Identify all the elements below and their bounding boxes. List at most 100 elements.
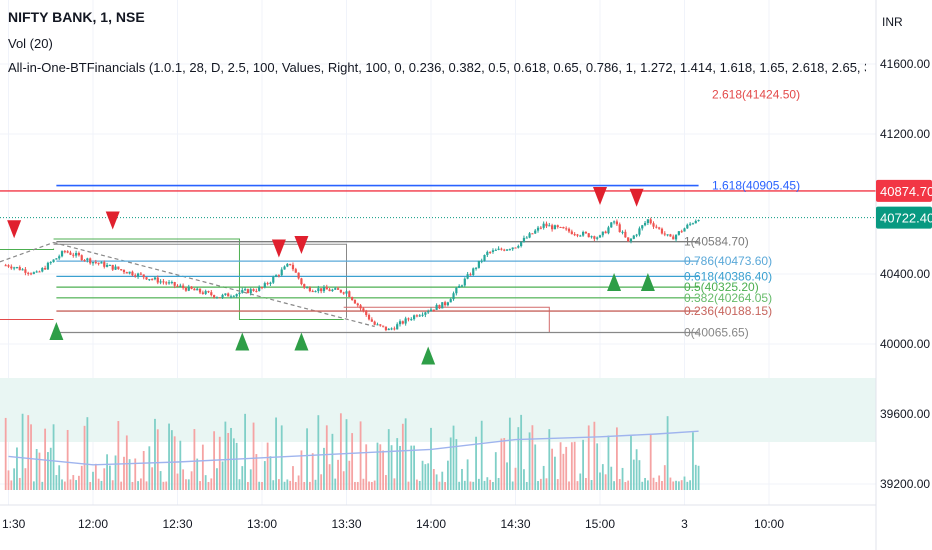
volume-bar xyxy=(570,442,573,490)
candle-body xyxy=(573,234,576,236)
buy-marker xyxy=(294,332,309,351)
time-tick-label: 10:00 xyxy=(754,517,784,531)
candle-body xyxy=(655,226,658,228)
candle-body xyxy=(641,225,644,229)
candle-body xyxy=(286,263,289,267)
candle-body xyxy=(694,220,697,224)
candle-body xyxy=(246,289,250,294)
candle-body xyxy=(277,275,280,277)
volume-bar xyxy=(432,469,435,490)
buy-marker xyxy=(235,332,250,351)
volume-bar xyxy=(306,428,308,490)
volume-bar xyxy=(123,456,125,490)
volume-bar xyxy=(27,415,30,490)
volume-bar xyxy=(100,480,103,490)
volume-bar xyxy=(573,441,576,490)
candle-body xyxy=(49,262,52,264)
candle-body xyxy=(382,325,385,327)
candle-body xyxy=(46,262,50,270)
volume-bar xyxy=(238,479,241,490)
volume-bar xyxy=(593,421,596,490)
candle-body xyxy=(404,318,407,324)
candle-body xyxy=(455,287,458,294)
candle-body xyxy=(424,312,427,315)
volume-bar xyxy=(351,433,354,490)
candle-body xyxy=(669,234,672,237)
volume-bar xyxy=(545,478,548,490)
volume-bar xyxy=(616,427,618,490)
candle-body xyxy=(153,277,157,280)
volume-bar xyxy=(75,480,77,490)
time-tick-label: 1:30 xyxy=(2,517,26,531)
volume-bar xyxy=(393,478,396,490)
candle-body xyxy=(72,254,75,256)
candle-body xyxy=(27,272,30,274)
volume-bar xyxy=(528,432,531,490)
candle-body xyxy=(300,278,303,285)
volume-bar xyxy=(596,443,599,490)
volume-bar xyxy=(582,439,584,490)
price-tick-label: 40000.00 xyxy=(880,337,930,351)
candle-body xyxy=(24,269,27,273)
candle-body xyxy=(184,287,188,291)
volume-bar xyxy=(10,480,13,490)
time-tick-label: 12:30 xyxy=(162,517,192,531)
candle-body xyxy=(672,236,675,240)
volume-bar xyxy=(663,465,666,490)
range-line xyxy=(0,248,55,250)
volume-bar xyxy=(339,413,342,490)
candle-body xyxy=(170,282,173,284)
volume-bar xyxy=(599,472,601,490)
volume-bar xyxy=(666,416,669,490)
volume-bar xyxy=(486,477,489,490)
candle-body xyxy=(562,227,565,229)
volume-bar xyxy=(638,460,641,490)
candle-body xyxy=(272,276,275,283)
volume-bar xyxy=(134,458,137,490)
sell-marker xyxy=(629,188,644,207)
volume-bar xyxy=(517,427,520,490)
candle-body xyxy=(317,288,320,292)
candle-body xyxy=(15,267,19,269)
candle-body xyxy=(674,234,678,240)
candle-body xyxy=(582,231,585,236)
candle-body xyxy=(441,302,444,309)
candle-body xyxy=(294,269,297,273)
candle-body xyxy=(635,234,638,236)
candle-body xyxy=(187,286,190,291)
candle-body xyxy=(362,308,365,311)
volume-bar xyxy=(458,481,461,490)
volume-bar xyxy=(455,439,458,490)
candle-body xyxy=(336,288,340,290)
volume-bar xyxy=(635,449,638,490)
candle-body xyxy=(196,288,199,291)
volume-bar xyxy=(249,469,252,490)
volume-bar xyxy=(18,477,21,490)
volume-bar xyxy=(607,435,610,490)
candle-body xyxy=(162,281,165,283)
volume-bar xyxy=(539,478,542,490)
candle-body xyxy=(55,258,58,260)
fib-label: 0.236(40188.15) xyxy=(684,304,772,318)
price-axis[interactable] xyxy=(876,0,932,550)
candle-body xyxy=(4,265,7,267)
candle-body xyxy=(289,263,292,265)
candle-body xyxy=(401,321,404,324)
candle-body xyxy=(60,251,64,257)
price-tick-label: 40400.00 xyxy=(880,267,930,281)
candle-body xyxy=(131,271,134,276)
candle-body xyxy=(407,318,410,320)
buy-marker xyxy=(640,273,655,291)
candle-body xyxy=(556,225,559,227)
fib-label: 1(40584.70) xyxy=(684,235,749,249)
candle-body xyxy=(505,249,509,251)
sell-marker xyxy=(7,220,22,239)
candle-body xyxy=(193,288,196,291)
volume-bar xyxy=(345,419,348,490)
candle-body xyxy=(652,223,655,227)
trend-line xyxy=(53,241,375,328)
volume-bar xyxy=(80,465,83,490)
volume-bar xyxy=(421,460,424,490)
volume-bar xyxy=(170,430,173,490)
